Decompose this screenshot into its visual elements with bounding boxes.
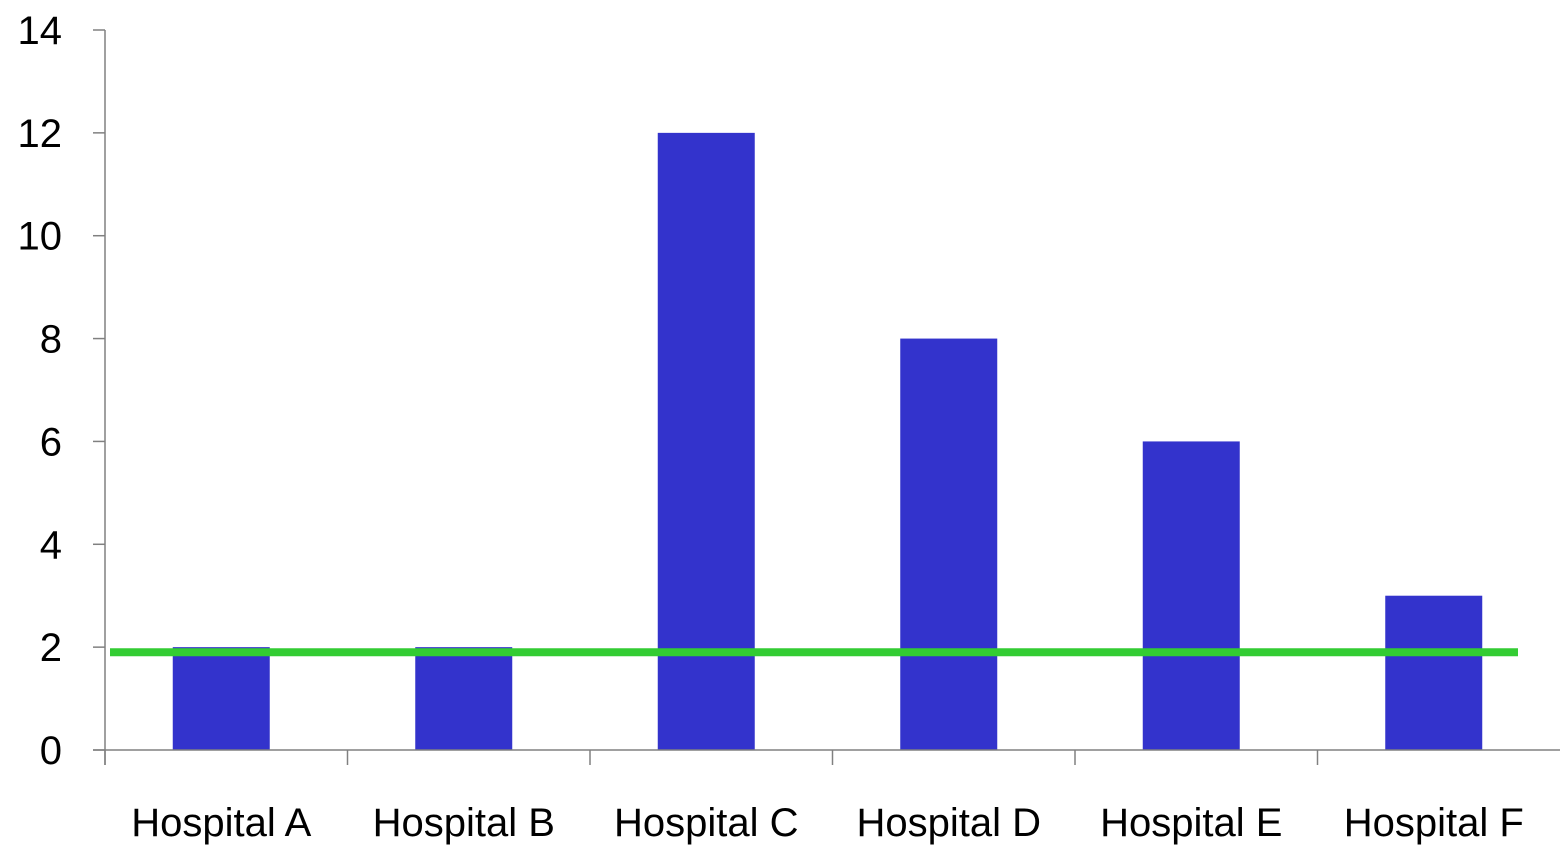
- y-tick-label: 0: [40, 729, 62, 773]
- y-tick-label: 10: [18, 215, 63, 259]
- x-tick-label: Hospital F: [1344, 801, 1524, 845]
- axes-layer: [93, 29, 1560, 765]
- bar-hospital-d: [900, 338, 998, 750]
- bar-hospital-f: [1385, 595, 1483, 750]
- x-tick-label: Hospital A: [131, 801, 311, 845]
- bar-hospital-c: [657, 132, 755, 750]
- x-tick-label: Hospital B: [373, 801, 555, 845]
- bar-hospital-a: [172, 647, 270, 750]
- x-tick-label: Hospital E: [1100, 801, 1282, 845]
- x-tick-label: Hospital C: [614, 801, 799, 845]
- bars-layer: [172, 132, 1483, 750]
- y-tick-label: 4: [40, 523, 62, 567]
- y-tick-label: 2: [40, 626, 62, 670]
- y-tick-label: 12: [18, 112, 63, 156]
- y-tick-label: 6: [40, 420, 62, 464]
- y-tick-label: 14: [18, 9, 63, 53]
- x-tick-label: Hospital D: [856, 801, 1041, 845]
- bar-hospital-e: [1142, 441, 1240, 750]
- y-tick-label: 8: [40, 318, 62, 362]
- bar-hospital-b: [415, 647, 513, 750]
- tick-labels-layer: 0 2 4 6 8 10 12 14 Hospital A Hospital B Hospital …: [18, 9, 1524, 845]
